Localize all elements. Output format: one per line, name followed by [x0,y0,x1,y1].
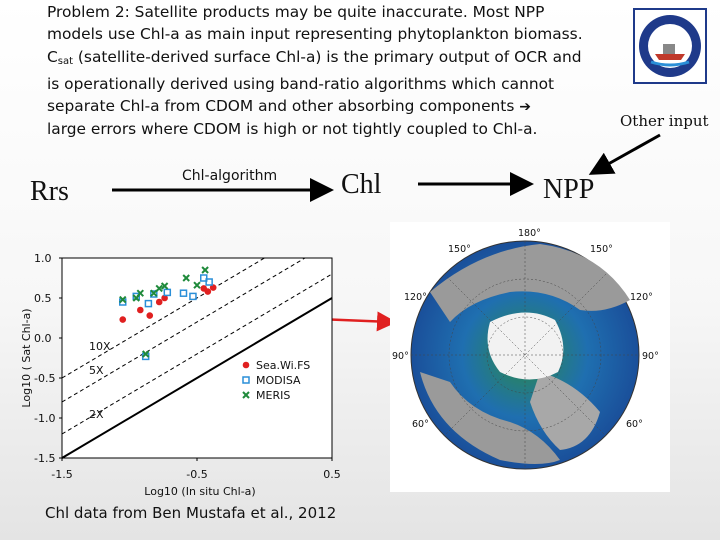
reference-line-label: 5X [89,364,104,377]
legend-marker-meris [242,391,250,399]
land-greenland [530,372,600,450]
data-point-modisa [163,288,172,297]
data-point-seawifs [137,306,144,314]
x-tick-label: -0.5 [186,468,207,481]
data-point-modisa [179,289,188,297]
chl-label: Chl [341,169,382,200]
lon-label-180: 180° [518,228,541,239]
npp-label: NPP [543,174,595,205]
lon-label-90w: 90° [392,351,409,362]
text-line-4: is operationally derived using band-rati… [47,74,555,93]
lon-label-60e: 60° [626,419,643,430]
legend-label-meris: MERIS [256,389,290,402]
lon-label-60w: 60° [412,419,429,430]
text-line-1: Problem 2: Satellite products may be qui… [47,3,545,21]
x-axis-label: Log10 (In situ Chl-a) [144,485,255,498]
lon-label-150e: 150° [590,244,613,255]
data-point-meris [141,350,150,358]
text-line-3: Csat (satellite-derived surface Chl-a) i… [47,47,582,67]
data-point-seawifs [204,288,212,295]
data-point-modisa [205,278,213,286]
data-point-meris [136,289,145,297]
lon-label-150w: 150° [448,244,471,255]
y-tick-label: -1.5 [34,452,55,465]
reference-line [61,257,265,379]
land-eurasia [430,244,630,322]
reference-line-label: 2X [89,408,104,421]
data-credit: Chl data from Ben Mustafa et al., 2012 [45,504,337,522]
chart-legend: Sea.Wi.FS MODISA MERIS [242,359,310,402]
legend-label-modisa: MODISA [256,374,301,387]
chl-algorithm-label: Chl-algorithm [182,168,278,184]
y-tick-label: 1.0 [34,252,52,265]
data-point-meris [150,289,158,297]
data-point-seawifs [209,284,217,291]
text-line-6: large errors where CDOM is high or not t… [47,120,538,139]
legend-label-seawifs: Sea.Wi.FS [256,359,310,372]
other-input-arrow [588,133,661,175]
graticule [411,241,639,469]
heavy-right-arrow-icon: ➔ [519,99,531,116]
arctic-chl-map: 180° 150° 150° 120° 120° 90° 90° 60° 60° [390,222,670,492]
reference-line [61,257,306,403]
y-tick-label: -0.5 [34,372,55,385]
legend-marker-modisa [242,376,250,384]
text-line-5: separate Chl-a from CDOM and other absor… [47,97,531,116]
data-point-modisa [150,290,158,298]
legend-marker-seawifs [242,361,250,369]
problem-statement: Problem 2: Satellite products may be qui… [47,1,627,141]
lon-label-90e: 90° [642,351,659,362]
data-point-seawifs [161,294,168,302]
data-point-meris [119,295,127,304]
reference-line [61,273,333,435]
csat-term: Csat [47,47,74,67]
sea-ice [487,312,564,380]
y-axis-label: Log10 ( Sat Chl-a) [20,308,33,407]
data-point-modisa [200,274,208,282]
y-tick-label: -1.0 [34,412,55,425]
reference-line-label: 10X [89,340,111,353]
y-tick-label: 0.5 [34,292,52,305]
rrs-label: Rrs [30,176,69,207]
institution-seal-icon [633,8,707,84]
lon-label-120w: 120° [404,292,427,303]
x-tick-label: 0.5 [323,468,341,481]
data-point-modisa [189,292,197,301]
data-point-meris [201,266,209,274]
data-point-meris [160,282,169,290]
data-point-seawifs [119,316,127,323]
plot-area [61,257,333,459]
lon-label-120e: 120° [630,292,653,303]
reference-line [61,297,333,459]
x-tick-label: -1.5 [51,468,72,481]
data-point-meris [155,284,163,293]
data-point-meris [182,274,190,282]
data-point-modisa [144,299,153,308]
data-point-seawifs [155,298,163,306]
text-line-2: models use Chl-a as main input represent… [47,25,583,44]
other-input-label: Other input [620,112,709,130]
data-point-meris [193,281,201,289]
y-tick-label: 0.0 [34,332,52,345]
data-point-seawifs [146,312,154,319]
